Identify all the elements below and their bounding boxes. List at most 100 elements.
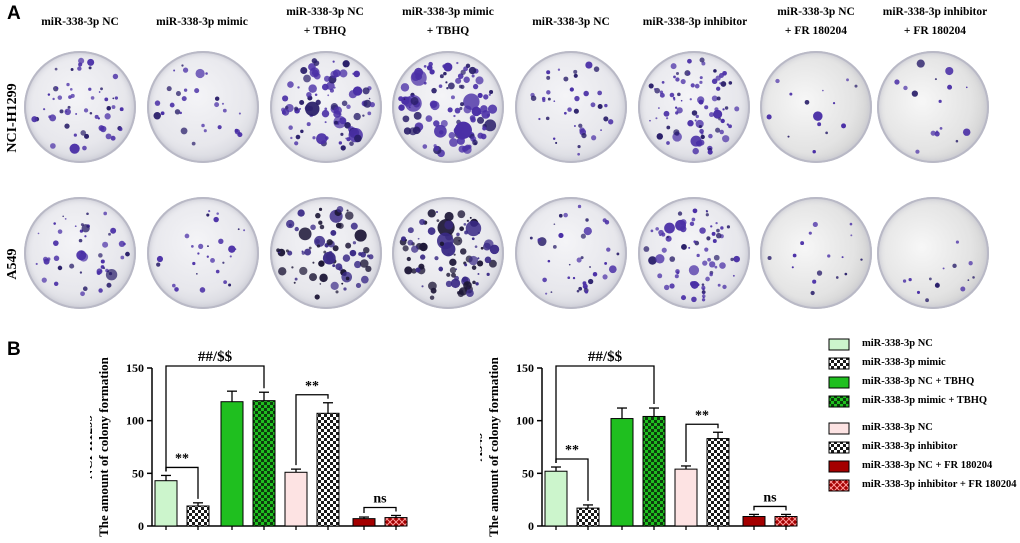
colony-dish xyxy=(515,197,627,309)
bar xyxy=(186,505,210,527)
legend-label: miR-338-3p NC xyxy=(862,338,933,349)
bar xyxy=(674,468,698,527)
significance-label: ** xyxy=(175,451,189,466)
legend-label: miR-338-3p inhibitor + FR 180204 xyxy=(862,479,1017,490)
column-header: miR-338-3p inhibitor xyxy=(633,13,757,32)
legend-swatch xyxy=(828,338,850,351)
column-header: miR-338-3p NC xyxy=(512,13,630,32)
significance-bracket xyxy=(165,365,265,472)
legend-swatch xyxy=(828,395,850,408)
legend-swatch xyxy=(828,441,850,454)
column-header-line2: + TBHQ xyxy=(303,25,347,37)
bar xyxy=(284,471,308,527)
colony-dots xyxy=(398,61,498,158)
colony-dots xyxy=(894,59,971,154)
legend: miR-338-3p NC miR-338-3p mimic miR-338-3p … xyxy=(822,336,1020,496)
significance-label: ** xyxy=(565,443,579,458)
column-header: miR-338-3p mimic + TBHQ xyxy=(388,3,508,41)
colony-dots xyxy=(529,204,620,295)
bar xyxy=(742,516,766,527)
column-header: miR-338-3p mimic xyxy=(142,13,262,32)
legend-label: miR-338-3p NC + TBHQ xyxy=(862,376,975,387)
column-header-line1: miR-338-3p inhibitor xyxy=(882,6,988,18)
legend-swatch xyxy=(828,422,850,435)
bar xyxy=(544,470,568,527)
column-header-line1: miR-338-3p inhibitor xyxy=(642,16,748,28)
colony-dish xyxy=(638,197,750,309)
legend-label: miR-338-3p mimic + TBHQ xyxy=(862,395,988,406)
colony-dish xyxy=(877,197,989,309)
colony-dish xyxy=(392,51,504,163)
significance-label: ns xyxy=(373,491,387,506)
column-header: miR-338-3p inhibitor + FR 180204 xyxy=(872,3,998,41)
legend-swatch xyxy=(828,460,850,473)
colony-dots xyxy=(648,57,740,155)
colony-dish xyxy=(392,197,504,309)
colony-dish xyxy=(147,51,259,163)
y-tick-label: 0 xyxy=(528,519,534,533)
colony-dish xyxy=(270,51,382,163)
y-tick-label: 100 xyxy=(516,414,534,428)
significance-bracket xyxy=(685,423,719,462)
y-axis-label: The amount of colony formation xyxy=(96,356,111,537)
colony-dots xyxy=(281,58,375,151)
bar xyxy=(352,518,376,527)
colony-dots xyxy=(31,57,124,154)
column-header-line2: + TBHQ xyxy=(426,25,470,37)
legend-swatch xyxy=(828,357,850,370)
row-label-nci-h1299: NCI-H1299 xyxy=(5,83,20,153)
y-tick-label: 50 xyxy=(132,466,144,480)
colony-dots xyxy=(153,64,243,146)
legend-label: miR-338-3p inhibitor xyxy=(862,441,958,452)
colony-dish xyxy=(270,197,382,309)
column-header-line1: miR-338-3p NC xyxy=(286,6,364,18)
panel-a-label: A xyxy=(7,3,21,24)
legend-label: miR-338-3p NC + FR 180204 xyxy=(862,460,993,471)
column-header-line1: miR-338-3p mimic xyxy=(402,6,494,18)
bar xyxy=(774,516,798,527)
bar xyxy=(706,438,730,527)
colony-dish xyxy=(760,197,872,309)
colony-dish xyxy=(24,197,136,309)
column-header-line1: miR-338-3p mimic xyxy=(156,16,248,28)
row-label: NCI-H1299 xyxy=(90,414,95,479)
y-tick-label: 150 xyxy=(126,361,144,375)
significance-bracket xyxy=(753,505,787,511)
colony-dish xyxy=(515,51,627,163)
colony-dots xyxy=(530,61,614,156)
colony-dots xyxy=(766,78,858,154)
colony-dish xyxy=(638,51,750,163)
column-header: miR-338-3p NC + FR 180204 xyxy=(760,3,872,41)
column-header: miR-338-3p NC + TBHQ xyxy=(266,3,384,41)
y-axis-label: The amount of colony formation xyxy=(486,356,501,537)
colony-dish xyxy=(24,51,136,163)
significance-bracket xyxy=(295,394,329,466)
colony-dots xyxy=(902,240,975,303)
y-tick-label: 150 xyxy=(516,361,534,375)
bar xyxy=(642,415,666,527)
colony-dish xyxy=(760,51,872,163)
bar xyxy=(576,507,600,527)
significance-label: ##/$$ xyxy=(588,349,623,365)
legend-swatch xyxy=(828,479,850,492)
colony-dots xyxy=(35,211,130,297)
bar xyxy=(220,401,244,527)
bar xyxy=(252,400,276,527)
significance-bracket xyxy=(363,506,397,514)
colony-dots xyxy=(767,221,863,296)
column-header-line1: miR-338-3p NC xyxy=(777,6,855,18)
colony-dish xyxy=(147,197,259,309)
bar xyxy=(384,517,408,527)
colony-dish xyxy=(877,51,989,163)
column-header-line1: miR-338-3p NC xyxy=(41,16,119,28)
significance-label: ##/$$ xyxy=(198,349,233,365)
significance-bracket xyxy=(555,365,655,464)
legend-label: miR-338-3p NC xyxy=(862,422,933,433)
row-label-a549: A549 xyxy=(5,248,20,280)
column-header-line2: + FR 180204 xyxy=(784,25,848,37)
bar xyxy=(154,480,178,527)
legend-swatch xyxy=(828,376,850,389)
significance-label: ns xyxy=(763,490,777,505)
